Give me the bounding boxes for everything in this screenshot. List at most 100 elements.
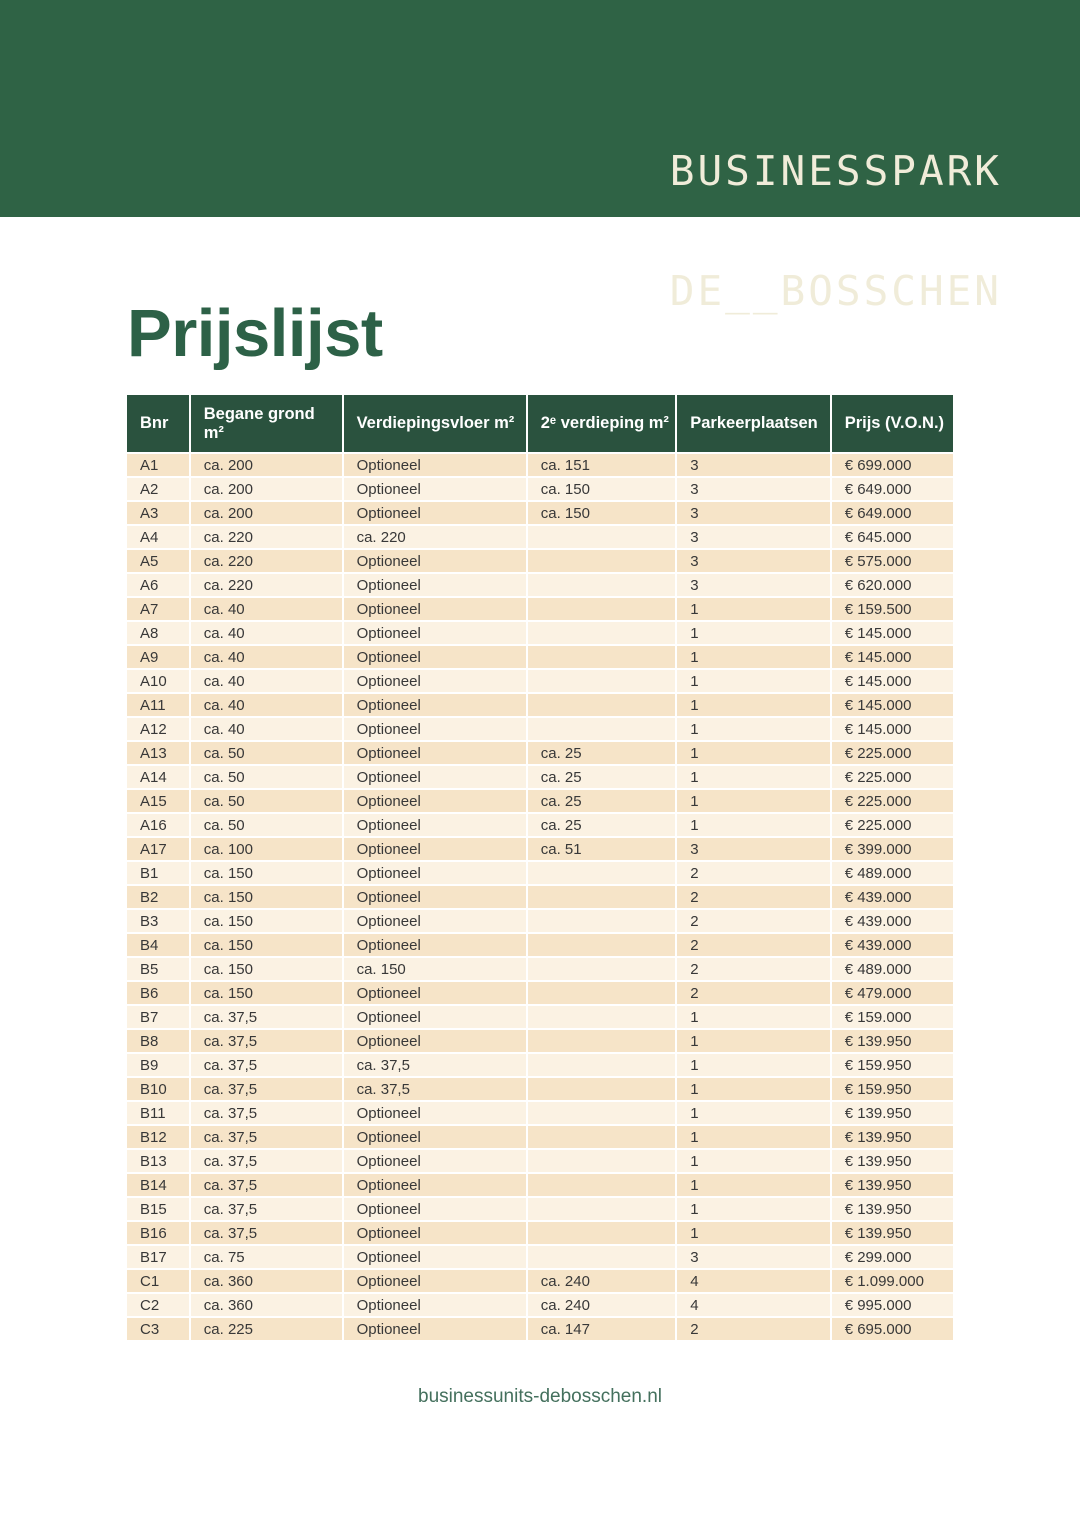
cell-parkeerplaatsen: 1	[676, 597, 832, 623]
table-row: B12 ca. 37,5 Optioneel 1 € 139.950	[127, 1125, 953, 1151]
cell-verdiepingsvloer: Optioneel	[342, 1101, 528, 1127]
cell-begane-grond: ca. 37,5	[189, 1101, 344, 1127]
cell-verdiepingsvloer: Optioneel	[342, 789, 528, 815]
cell-verdiepingsvloer: ca. 150	[342, 957, 528, 983]
table-row: A9 ca. 40 Optioneel 1 € 145.000	[127, 645, 953, 671]
table-row: C2 ca. 360 Optioneel ca. 240 4 € 995.000	[127, 1293, 953, 1319]
cell-parkeerplaatsen: 4	[676, 1293, 832, 1319]
cell-parkeerplaatsen: 3	[676, 549, 832, 575]
main-content: Prijslijst Bnr Begane grond m² Verdiepin…	[0, 298, 1080, 1408]
page-footer: businessunits-debosschen.nl	[127, 1386, 953, 1408]
cell-begane-grond: ca. 150	[189, 909, 344, 935]
table-row: A15 ca. 50 Optioneel ca. 25 1 € 225.000	[127, 789, 953, 815]
cell-prijs: € 145.000	[830, 717, 953, 743]
cell-bnr: A4	[127, 525, 191, 551]
cell-tweede-verdieping: ca. 25	[526, 813, 678, 839]
cell-tweede-verdieping	[526, 717, 678, 743]
cell-tweede-verdieping	[526, 1029, 678, 1055]
cell-begane-grond: ca. 150	[189, 957, 344, 983]
cell-begane-grond: ca. 37,5	[189, 1125, 344, 1151]
table-row: B4 ca. 150 Optioneel 2 € 439.000	[127, 933, 953, 959]
cell-bnr: B15	[127, 1197, 191, 1223]
table-row: A5 ca. 220 Optioneel 3 € 575.000	[127, 549, 953, 575]
cell-tweede-verdieping: ca. 25	[526, 765, 678, 791]
cell-begane-grond: ca. 220	[189, 573, 344, 599]
cell-tweede-verdieping: ca. 51	[526, 837, 678, 863]
cell-bnr: A7	[127, 597, 191, 623]
table-row: B7 ca. 37,5 Optioneel 1 € 159.000	[127, 1005, 953, 1031]
cell-parkeerplaatsen: 1	[676, 789, 832, 815]
cell-verdiepingsvloer: Optioneel	[342, 909, 528, 935]
cell-begane-grond: ca. 150	[189, 885, 344, 911]
cell-begane-grond: ca. 40	[189, 693, 344, 719]
cell-verdiepingsvloer: Optioneel	[342, 885, 528, 911]
cell-bnr: C1	[127, 1269, 191, 1295]
table-row: A13 ca. 50 Optioneel ca. 25 1 € 225.000	[127, 741, 953, 767]
website-url: businessunits-debosschen.nl	[418, 1386, 662, 1408]
cell-tweede-verdieping	[526, 1077, 678, 1103]
cell-prijs: € 299.000	[830, 1245, 953, 1271]
cell-verdiepingsvloer: Optioneel	[342, 933, 528, 959]
cell-parkeerplaatsen: 3	[676, 477, 832, 503]
cell-prijs: € 139.950	[830, 1197, 953, 1223]
cell-verdiepingsvloer: Optioneel	[342, 549, 528, 575]
cell-bnr: A13	[127, 741, 191, 767]
cell-prijs: € 645.000	[830, 525, 953, 551]
cell-prijs: € 145.000	[830, 645, 953, 671]
cell-tweede-verdieping	[526, 621, 678, 647]
cell-bnr: A5	[127, 549, 191, 575]
cell-tweede-verdieping	[526, 1173, 678, 1199]
table-row: B14 ca. 37,5 Optioneel 1 € 139.950	[127, 1173, 953, 1199]
cell-tweede-verdieping	[526, 597, 678, 623]
cell-begane-grond: ca. 37,5	[189, 1197, 344, 1223]
cell-verdiepingsvloer: Optioneel	[342, 597, 528, 623]
cell-prijs: € 139.950	[830, 1101, 953, 1127]
cell-tweede-verdieping: ca. 240	[526, 1269, 678, 1295]
cell-verdiepingsvloer: ca. 37,5	[342, 1053, 528, 1079]
cell-bnr: A15	[127, 789, 191, 815]
cell-tweede-verdieping	[526, 1005, 678, 1031]
cell-verdiepingsvloer: Optioneel	[342, 837, 528, 863]
logo-line-1: BUSINESSPARK	[669, 147, 1002, 195]
cell-bnr: B12	[127, 1125, 191, 1151]
cell-begane-grond: ca. 200	[189, 501, 344, 527]
cell-bnr: C2	[127, 1293, 191, 1319]
price-table-body: A1 ca. 200 Optioneel ca. 151 3 € 699.000 A2 ca.…	[127, 453, 953, 1343]
table-row: B10 ca. 37,5 ca. 37,5 1 € 159.950	[127, 1077, 953, 1103]
cell-begane-grond: ca. 150	[189, 933, 344, 959]
cell-tweede-verdieping	[526, 1101, 678, 1127]
logo-line-2: DE__BOSSCHEN	[669, 267, 1002, 315]
table-row: A14 ca. 50 Optioneel ca. 25 1 € 225.000	[127, 765, 953, 791]
cell-verdiepingsvloer: Optioneel	[342, 1149, 528, 1175]
cell-tweede-verdieping: ca. 25	[526, 789, 678, 815]
cell-parkeerplaatsen: 1	[676, 1221, 832, 1247]
cell-prijs: € 489.000	[830, 861, 953, 887]
table-row: A10 ca. 40 Optioneel 1 € 145.000	[127, 669, 953, 695]
cell-prijs: € 225.000	[830, 789, 953, 815]
cell-parkeerplaatsen: 4	[676, 1269, 832, 1295]
cell-bnr: A14	[127, 765, 191, 791]
cell-prijs: € 620.000	[830, 573, 953, 599]
cell-bnr: A2	[127, 477, 191, 503]
cell-verdiepingsvloer: ca. 37,5	[342, 1077, 528, 1103]
cell-tweede-verdieping	[526, 933, 678, 959]
cell-prijs: € 145.000	[830, 669, 953, 695]
cell-prijs: € 439.000	[830, 933, 953, 959]
table-row: C1 ca. 360 Optioneel ca. 240 4 € 1.099.000	[127, 1269, 953, 1295]
cell-parkeerplaatsen: 1	[676, 1053, 832, 1079]
cell-parkeerplaatsen: 2	[676, 861, 832, 887]
cell-bnr: B5	[127, 957, 191, 983]
table-row: B2 ca. 150 Optioneel 2 € 439.000	[127, 885, 953, 911]
cell-bnr: A6	[127, 573, 191, 599]
table-row: C3 ca. 225 Optioneel ca. 147 2 € 695.000	[127, 1317, 953, 1343]
cell-parkeerplaatsen: 1	[676, 1173, 832, 1199]
cell-verdiepingsvloer: Optioneel	[342, 669, 528, 695]
cell-parkeerplaatsen: 2	[676, 885, 832, 911]
cell-verdiepingsvloer: Optioneel	[342, 477, 528, 503]
table-row: B6 ca. 150 Optioneel 2 € 479.000	[127, 981, 953, 1007]
cell-bnr: B2	[127, 885, 191, 911]
table-row: B3 ca. 150 Optioneel 2 € 439.000	[127, 909, 953, 935]
cell-bnr: A12	[127, 717, 191, 743]
cell-bnr: B8	[127, 1029, 191, 1055]
cell-bnr: A3	[127, 501, 191, 527]
